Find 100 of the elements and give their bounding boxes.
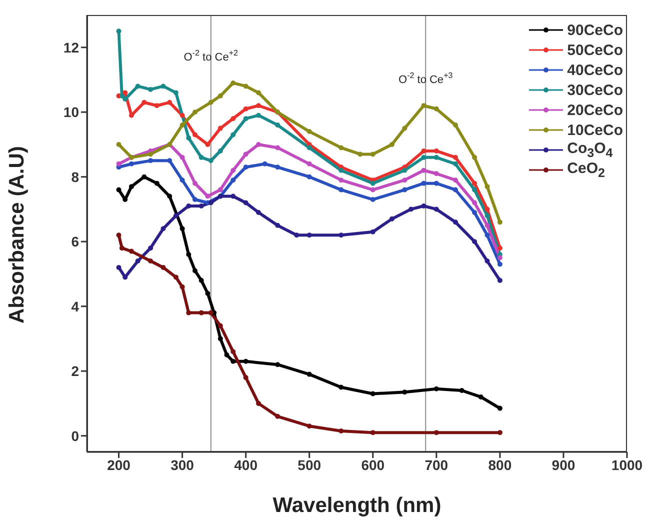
point xyxy=(256,142,262,147)
point xyxy=(230,194,236,199)
y-tick-label: 2 xyxy=(71,363,80,380)
point xyxy=(173,274,178,280)
y-tick-label: 10 xyxy=(63,104,80,120)
point xyxy=(338,384,344,390)
point xyxy=(160,84,166,89)
point xyxy=(306,424,312,429)
point xyxy=(160,226,166,232)
point xyxy=(421,154,426,160)
point xyxy=(275,122,280,128)
point xyxy=(452,161,458,166)
y-tick-label: 6 xyxy=(71,234,80,250)
point xyxy=(160,264,166,270)
point xyxy=(218,126,223,131)
point xyxy=(478,394,484,400)
point xyxy=(167,194,172,199)
point xyxy=(484,213,490,218)
point xyxy=(243,152,248,157)
point xyxy=(452,122,458,128)
point xyxy=(205,290,210,296)
point xyxy=(275,164,280,170)
point xyxy=(306,174,312,180)
point xyxy=(122,90,128,96)
x-tick-label: 300 xyxy=(170,456,194,473)
point xyxy=(434,106,439,112)
point xyxy=(192,197,198,202)
point xyxy=(484,232,490,238)
point xyxy=(230,349,236,354)
point xyxy=(472,187,478,192)
point xyxy=(370,229,376,234)
point xyxy=(472,210,478,215)
point xyxy=(180,154,185,160)
legend-label: 20CeCo xyxy=(567,102,623,118)
point xyxy=(128,161,134,166)
point xyxy=(119,246,124,251)
point xyxy=(497,262,502,267)
point xyxy=(256,103,262,108)
point xyxy=(484,184,490,190)
point xyxy=(484,258,490,264)
point xyxy=(128,248,134,254)
point xyxy=(218,323,223,328)
point xyxy=(306,372,312,377)
point xyxy=(230,168,236,173)
point xyxy=(230,116,236,122)
point xyxy=(434,171,439,176)
point xyxy=(148,158,154,164)
point xyxy=(472,154,478,160)
point xyxy=(434,430,439,436)
point xyxy=(186,203,192,208)
legend-label: 10CeCo xyxy=(567,122,623,138)
point xyxy=(421,180,426,186)
point xyxy=(338,232,344,238)
point xyxy=(218,93,223,98)
x-tick-label: 700 xyxy=(424,456,448,473)
point xyxy=(402,126,408,131)
point xyxy=(192,180,198,186)
point xyxy=(421,103,426,108)
y-tick-label: 4 xyxy=(71,298,80,314)
point xyxy=(434,154,439,160)
point xyxy=(243,375,248,380)
point xyxy=(275,362,280,368)
x-tick-label: 500 xyxy=(298,456,322,473)
point xyxy=(230,132,236,138)
point xyxy=(338,145,344,150)
y-tick-label: 12 xyxy=(63,39,80,56)
point xyxy=(186,310,192,316)
point xyxy=(198,154,204,160)
point xyxy=(135,258,140,264)
point xyxy=(370,197,376,202)
point xyxy=(243,106,248,112)
point xyxy=(402,390,408,395)
point xyxy=(484,206,490,212)
point xyxy=(208,200,214,206)
point xyxy=(142,174,147,180)
point xyxy=(256,90,262,96)
annotation: O$^{-2}$ to Ce$^{+3}$ xyxy=(398,70,454,86)
point xyxy=(208,100,214,105)
point xyxy=(421,168,426,173)
point xyxy=(256,112,262,118)
point xyxy=(338,187,344,192)
point xyxy=(122,96,128,102)
point xyxy=(119,93,124,98)
point xyxy=(208,310,214,316)
point xyxy=(192,110,198,115)
point xyxy=(180,226,185,232)
point xyxy=(186,136,192,141)
point xyxy=(497,278,502,283)
point xyxy=(198,310,204,316)
point xyxy=(205,142,210,147)
point xyxy=(218,336,223,342)
point xyxy=(389,142,394,147)
point xyxy=(116,264,122,270)
point xyxy=(452,220,458,225)
point xyxy=(370,430,376,436)
point xyxy=(306,129,312,134)
point xyxy=(243,358,248,364)
point xyxy=(452,154,458,160)
point xyxy=(402,187,408,192)
point xyxy=(338,168,344,173)
